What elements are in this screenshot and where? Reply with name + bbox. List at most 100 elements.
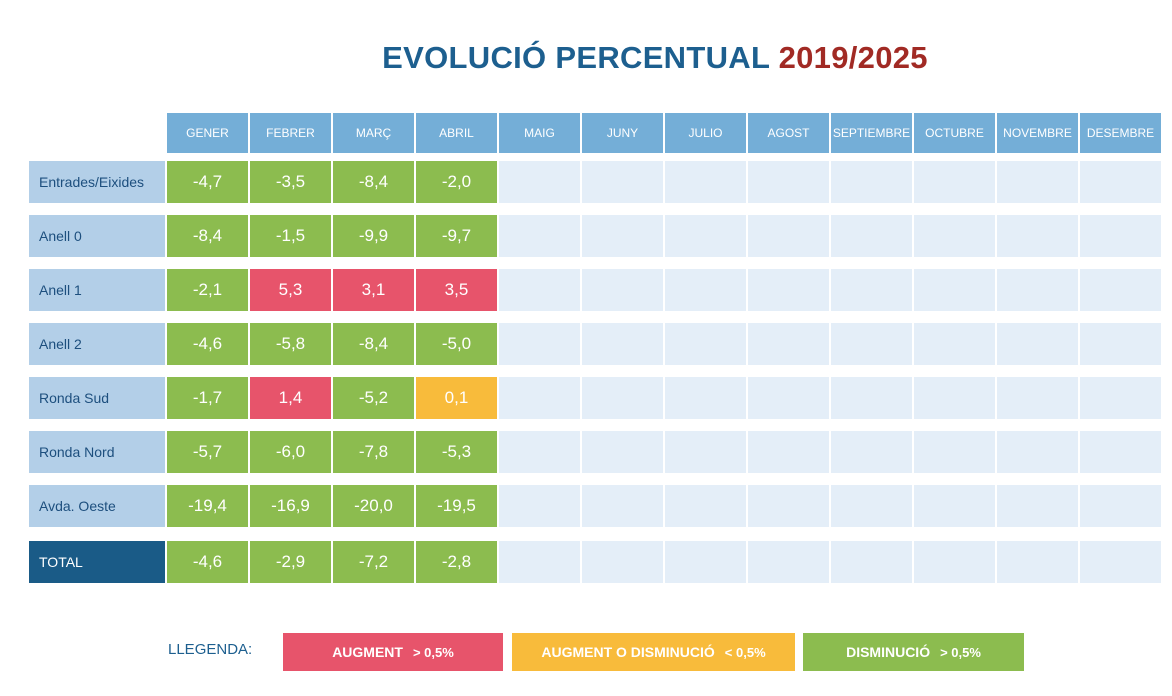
value-cell: -19,5 (416, 485, 497, 527)
value-cell: -7,8 (333, 431, 414, 473)
value-cell: -4,6 (167, 323, 248, 365)
empty-cell (582, 215, 663, 257)
legend-item-augment-threshold: > 0,5% (412, 644, 454, 660)
row-label: Ronda Nord (29, 431, 165, 473)
empty-cell (582, 377, 663, 419)
empty-cell (499, 161, 580, 203)
value-cell: -19,4 (167, 485, 248, 527)
empty-cell (665, 215, 746, 257)
legend-item-augment-text: AUGMENT (332, 644, 403, 660)
empty-cell (997, 161, 1078, 203)
empty-cell (914, 215, 995, 257)
value-cell: -9,7 (416, 215, 497, 257)
value-cell: -2,8 (416, 541, 497, 583)
empty-cell (582, 541, 663, 583)
empty-cell (499, 431, 580, 473)
empty-cell (499, 541, 580, 583)
empty-cell (914, 323, 995, 365)
empty-cell (665, 323, 746, 365)
value-cell: -8,4 (333, 323, 414, 365)
column-header: ABRIL (416, 113, 497, 153)
row-label: TOTAL (29, 541, 165, 583)
value-cell: -5,3 (416, 431, 497, 473)
empty-cell (748, 215, 829, 257)
empty-cell (914, 485, 995, 527)
row-label: Anell 0 (29, 215, 165, 257)
value-cell: -1,7 (167, 377, 248, 419)
column-header: MAIG (499, 113, 580, 153)
empty-cell (997, 541, 1078, 583)
title-main: EVOLUCIÓ PERCENTUAL (382, 40, 770, 75)
empty-cell (499, 323, 580, 365)
empty-cell (665, 541, 746, 583)
value-cell: -3,5 (250, 161, 331, 203)
value-cell: -1,5 (250, 215, 331, 257)
empty-cell (997, 377, 1078, 419)
empty-cell (665, 269, 746, 311)
empty-cell (1080, 431, 1161, 473)
value-cell: 3,1 (333, 269, 414, 311)
empty-cell (665, 431, 746, 473)
value-cell: -8,4 (333, 161, 414, 203)
value-cell: -2,0 (416, 161, 497, 203)
empty-cell (997, 431, 1078, 473)
legend-label: LLEGENDA: (168, 641, 253, 658)
title-years: 2019/2025 (778, 40, 928, 75)
empty-cell (831, 323, 912, 365)
empty-cell (1080, 215, 1161, 257)
empty-cell (831, 377, 912, 419)
empty-cell (499, 215, 580, 257)
empty-cell (499, 485, 580, 527)
row-label: Ronda Sud (29, 377, 165, 419)
empty-cell (1080, 323, 1161, 365)
empty-cell (748, 377, 829, 419)
empty-cell (665, 485, 746, 527)
value-cell: -6,0 (250, 431, 331, 473)
row-label: Entrades/Eixides (29, 161, 165, 203)
column-header: GENER (167, 113, 248, 153)
value-cell: 1,4 (250, 377, 331, 419)
row-label: Avda. Oeste (29, 485, 165, 527)
value-cell: -20,0 (333, 485, 414, 527)
empty-cell (748, 269, 829, 311)
value-cell: -16,9 (250, 485, 331, 527)
empty-cell (997, 215, 1078, 257)
value-cell: -5,0 (416, 323, 497, 365)
empty-cell (499, 377, 580, 419)
empty-cell (582, 269, 663, 311)
legend-item-neutral-threshold: < 0,5% (724, 644, 766, 660)
empty-cell (582, 431, 663, 473)
empty-cell (1080, 541, 1161, 583)
empty-cell (748, 161, 829, 203)
value-cell: -4,7 (167, 161, 248, 203)
legend-item-augment: AUGMENT > 0,5% (283, 633, 503, 671)
value-cell: -4,6 (167, 541, 248, 583)
column-header: FEBRER (250, 113, 331, 153)
empty-cell (997, 269, 1078, 311)
legend-item-disminucio: DISMINUCIÓ > 0,5% (803, 633, 1024, 671)
empty-cell (831, 215, 912, 257)
column-header: SEPTIEMBRE (831, 113, 912, 153)
empty-cell (748, 541, 829, 583)
row-label: Anell 2 (29, 323, 165, 365)
empty-cell (997, 323, 1078, 365)
empty-cell (914, 377, 995, 419)
empty-cell (831, 431, 912, 473)
empty-cell (665, 377, 746, 419)
empty-cell (914, 541, 995, 583)
legend-item-neutral-text: AUGMENT O DISMINUCIÓ (541, 644, 715, 660)
legend-item-neutral: AUGMENT O DISMINUCIÓ < 0,5% (512, 633, 795, 671)
column-header: JUNY (582, 113, 663, 153)
column-header: JULIO (665, 113, 746, 153)
value-cell: 3,5 (416, 269, 497, 311)
empty-cell (499, 269, 580, 311)
empty-cell (914, 161, 995, 203)
value-cell: -2,9 (250, 541, 331, 583)
value-cell: -5,7 (167, 431, 248, 473)
empty-cell (665, 161, 746, 203)
value-cell: 5,3 (250, 269, 331, 311)
column-header: MARÇ (333, 113, 414, 153)
empty-cell (831, 485, 912, 527)
value-cell: -7,2 (333, 541, 414, 583)
column-header: DESEMBRE (1080, 113, 1161, 153)
